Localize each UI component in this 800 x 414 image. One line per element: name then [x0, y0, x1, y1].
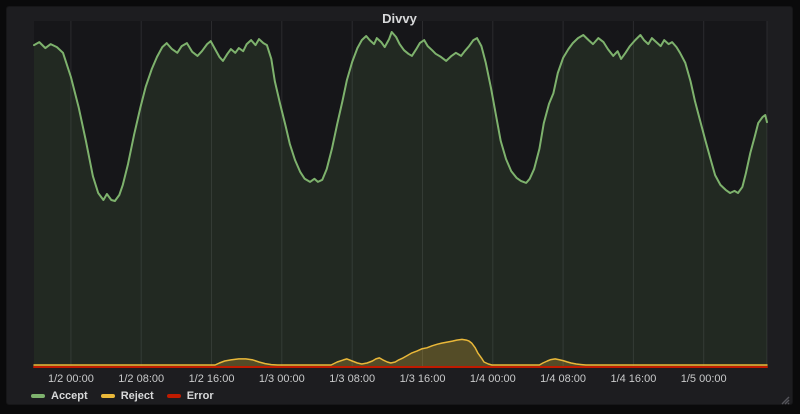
series-line-accept	[33, 31, 768, 202]
legend-swatch-error	[166, 394, 181, 398]
series-area-accept	[34, 32, 767, 367]
x-tick-label: 1/2 08:00	[118, 373, 165, 385]
legend-swatch-reject	[100, 394, 115, 398]
x-tick-label: 1/4 08:00	[540, 373, 587, 385]
x-tick-label: 1/4 16:00	[610, 373, 657, 385]
x-tick-label: 1/3 00:00	[258, 373, 305, 385]
x-tick-label: 1/3 08:00	[329, 373, 376, 385]
x-tick-label: 1/2 00:00	[47, 373, 94, 385]
plot-background	[34, 21, 767, 367]
x-tick-label: 1/3 16:00	[399, 373, 446, 385]
legend-label-reject: Reject	[120, 390, 154, 402]
legend-swatch-accept	[31, 394, 45, 398]
graph-panel: Divvy 1/2 00:00 1/2 08:00 1/2 16:00 1/3 00:…	[6, 6, 793, 405]
x-tick-label: 1/5 00:00	[680, 373, 727, 385]
resize-grip-icon	[781, 396, 790, 405]
panel-resize-handle[interactable]	[780, 392, 790, 405]
legend-label-error: Error	[186, 390, 214, 402]
legend-item-accept[interactable]: Accept	[31, 390, 88, 402]
series-line-reject	[33, 338, 768, 366]
legend-item-error[interactable]: Error	[166, 390, 214, 402]
legend: Accept Reject Error	[31, 390, 214, 402]
series-area-reject	[34, 339, 767, 367]
panel-title[interactable]: Divvy	[382, 11, 417, 26]
legend-item-reject[interactable]: Reject	[100, 390, 154, 402]
x-tick-label: 1/4 00:00	[469, 373, 516, 385]
x-tick-label: 1/2 16:00	[188, 373, 235, 385]
legend-label-accept: Accept	[51, 390, 88, 402]
time-series-chart[interactable]	[7, 7, 794, 406]
